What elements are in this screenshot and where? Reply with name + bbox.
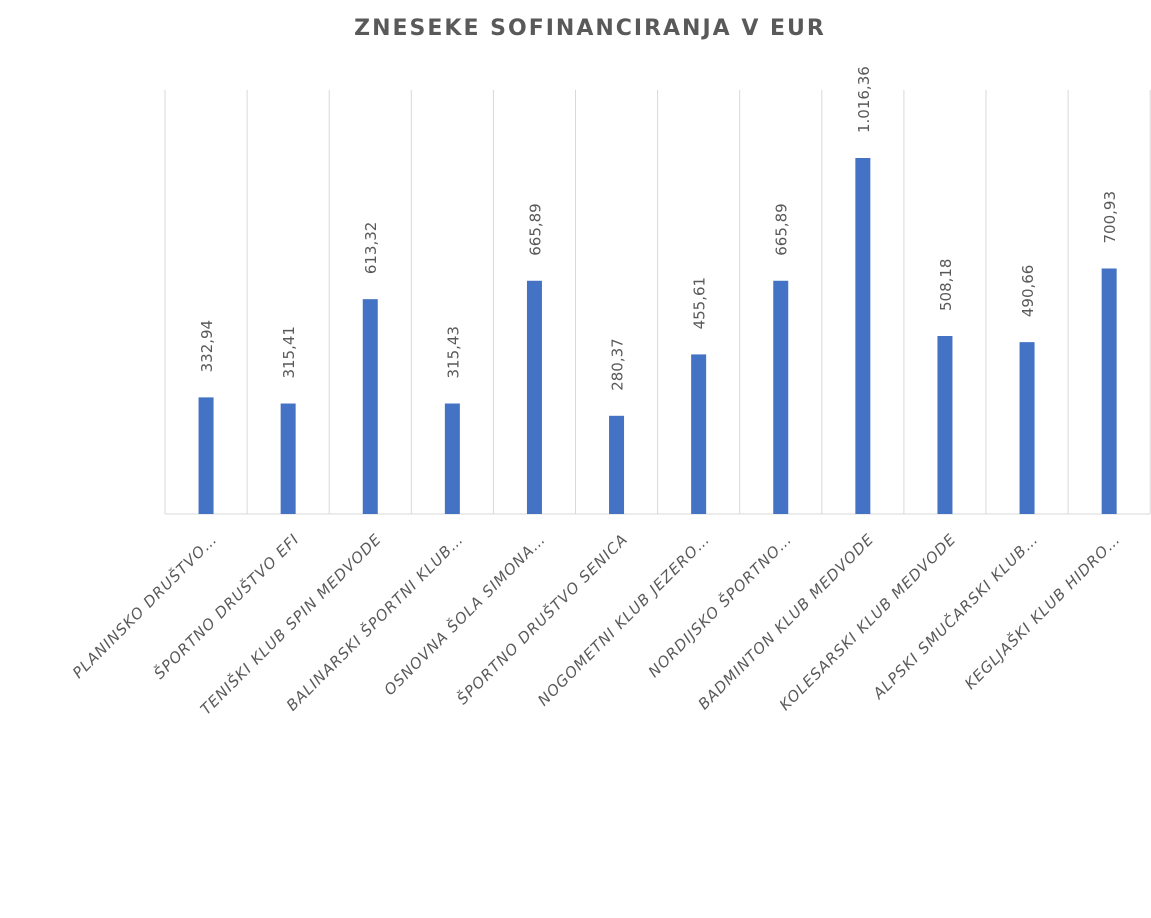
bar xyxy=(691,354,707,514)
x-tick-label: BALINARSKI ŠPORTNI KLUB… xyxy=(282,529,467,714)
x-tick-label: NORDIJSKO ŠPORTNO… xyxy=(644,529,796,681)
x-tick-label: ŠPORTNO DRUŠTVO EFI xyxy=(150,529,303,682)
bar xyxy=(1019,342,1035,514)
x-tick-label: ŠPORTNO DRUŠTVO SENICA xyxy=(453,529,632,708)
bar xyxy=(1101,268,1117,514)
x-tick-label: KOLESARSKI KLUB MEDVODE xyxy=(776,530,960,714)
x-tick-label: OSNOVNA ŠOLA SIMONA… xyxy=(380,529,550,699)
data-label: 1.016,36 xyxy=(855,66,873,133)
data-label: 332,94 xyxy=(198,320,216,372)
data-label: 613,32 xyxy=(362,222,380,275)
bar xyxy=(855,158,871,514)
data-label: 508,18 xyxy=(937,259,955,312)
x-tick-label: NOGOMETNI KLUB JEZERO… xyxy=(534,530,713,709)
x-tick-label: BADMINTON KLUB MEDVODE xyxy=(695,530,878,713)
data-label: 665,89 xyxy=(773,203,791,256)
data-label: 280,37 xyxy=(609,338,627,391)
data-label: 700,93 xyxy=(1101,191,1119,244)
bar xyxy=(609,415,625,514)
data-label: 455,61 xyxy=(691,277,709,330)
data-label: 665,89 xyxy=(526,203,544,256)
x-tick-label: TENIŠKI KLUB SPIN MEDVODE xyxy=(196,529,385,718)
x-tick-label: PLANINSKO DRUŠTVO… xyxy=(68,529,221,682)
bar xyxy=(526,280,542,514)
x-tick-label: ALPSKI SMUČARSKI KLUB… xyxy=(868,529,1042,703)
bar xyxy=(280,403,296,514)
bar xyxy=(773,280,789,514)
bar xyxy=(198,397,214,514)
x-tick-label: KEGLJAŠKI KLUB HIDRO… xyxy=(960,529,1124,693)
chart-title: ZNESEKE SOFINANCIRANJA V EUR xyxy=(354,16,826,41)
data-label: 315,43 xyxy=(444,326,462,379)
bar xyxy=(444,403,460,514)
data-label: 315,41 xyxy=(280,326,298,379)
bar xyxy=(362,299,378,514)
data-label: 490,66 xyxy=(1019,265,1037,318)
bar xyxy=(937,336,953,514)
